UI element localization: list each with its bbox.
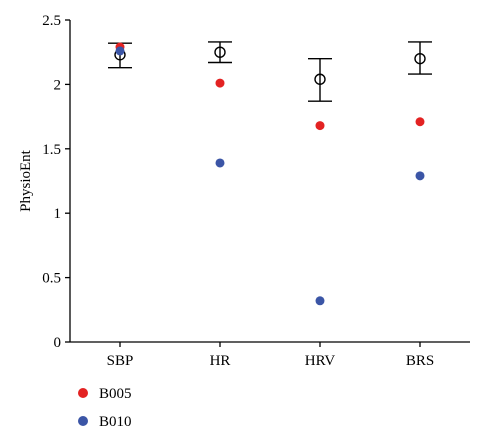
legend-label: B005 — [99, 386, 132, 402]
point-b010-sbp — [115, 46, 125, 56]
mean-marker-brs — [414, 52, 426, 65]
legend: B005 B010 — [78, 386, 132, 430]
y-tick-label: 0.5 — [42, 271, 61, 287]
data-points — [115, 42, 425, 306]
legend-item-b005: B005 — [78, 386, 132, 402]
error-bar-hr — [208, 41, 232, 64]
axes — [69, 20, 470, 343]
y-axis-label: PhysioEnt — [18, 149, 34, 212]
series-b005 — [115, 42, 425, 131]
legend-item-b010: B010 — [78, 414, 132, 430]
x-tick-label-sbp: SBP — [107, 353, 134, 369]
series-b010 — [115, 46, 425, 306]
legend-marker — [78, 388, 88, 398]
point-b010-hrv — [315, 296, 325, 306]
point-b010-brs — [415, 171, 425, 181]
y-tick-label: 1 — [54, 206, 62, 222]
x-tick-label-brs: BRS — [406, 353, 434, 369]
y-ticks: 0 0.5 1 1.5 2 2.5 — [42, 13, 70, 351]
error-bar-brs — [408, 41, 432, 75]
point-b005-hr — [215, 78, 225, 88]
mean-marker-hr — [214, 46, 226, 58]
point-b010-hr — [215, 158, 225, 168]
x-tick-label-hrv: HRV — [305, 353, 336, 369]
point-b005-brs — [415, 117, 425, 127]
legend-marker — [78, 416, 88, 426]
mean-marker-hrv — [314, 73, 326, 85]
error-bar-hrv — [308, 57, 332, 102]
y-tick-label: 0 — [54, 335, 62, 351]
error-bars — [108, 41, 432, 102]
x-ticks: SBP HR HRV BRS — [107, 342, 434, 369]
legend-label: B010 — [99, 414, 132, 430]
point-b005-hrv — [315, 121, 325, 131]
y-tick-label: 1.5 — [42, 142, 61, 158]
y-tick-label: 2.5 — [42, 13, 61, 29]
y-tick-label: 2 — [54, 77, 62, 93]
x-tick-label-hr: HR — [210, 353, 231, 369]
